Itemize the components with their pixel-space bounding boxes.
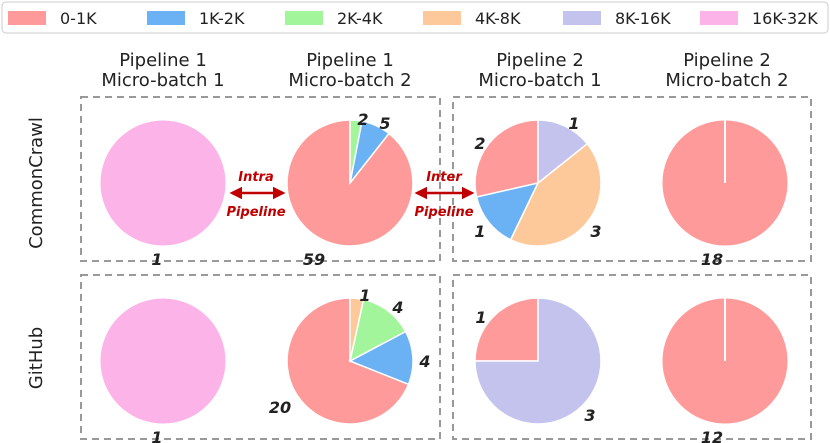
column-header-line1: Pipeline 2 bbox=[496, 50, 584, 71]
pie-slice-label: 20 bbox=[269, 398, 291, 417]
row-label: CommonCrawl bbox=[26, 117, 47, 249]
pie-slice bbox=[474, 119, 539, 198]
pie-slice bbox=[349, 297, 365, 362]
group-box bbox=[80, 274, 441, 440]
pie-slice-label: 2 bbox=[357, 110, 368, 129]
pie-slice-label: 1 bbox=[568, 114, 579, 133]
pie-slice bbox=[474, 297, 539, 362]
legend-label: 4K-8K bbox=[475, 9, 521, 28]
pie-commoncrawl-1: 1 bbox=[99, 119, 227, 269]
legend-swatch bbox=[700, 11, 738, 25]
legend-label: 0-1K bbox=[60, 9, 97, 28]
pie-slice bbox=[99, 119, 227, 247]
legend-frame bbox=[1, 1, 829, 34]
pie-slice bbox=[475, 181, 540, 241]
pie-slice bbox=[349, 119, 363, 184]
legend-swatch bbox=[8, 11, 46, 25]
group-box bbox=[452, 274, 812, 440]
legend-swatch bbox=[147, 11, 185, 25]
pie-slice-label: 3 bbox=[584, 406, 595, 425]
legend-swatch bbox=[423, 11, 461, 25]
pipeline-arrows: Intra Pipeline Inter Pipeline bbox=[226, 170, 475, 220]
pie-commoncrawl-2: 59 52 bbox=[286, 110, 414, 269]
legend-swatch bbox=[563, 11, 601, 25]
pie-slice-label: 2 bbox=[474, 134, 485, 153]
pie-slice-label: 4 bbox=[418, 352, 430, 371]
pie-slice bbox=[348, 298, 407, 363]
legend-label: 16K-32K bbox=[752, 9, 818, 28]
pie-commoncrawl-3: 2 1 3 1 bbox=[474, 114, 602, 247]
pie-slice-label: 4 bbox=[391, 298, 403, 317]
pie-slice-label: 59 bbox=[303, 250, 325, 269]
pie-slice-label: 5 bbox=[379, 114, 390, 133]
group-boxes bbox=[80, 96, 812, 440]
legend: 0-1K 1K-2K 2K-4K 4K-8K 8K-16K 16K-32K bbox=[1, 1, 829, 34]
legend-label: 2K-4K bbox=[337, 9, 383, 28]
pie-github-1: 1 bbox=[99, 297, 227, 443]
column-header-line1: Pipeline 2 bbox=[683, 50, 771, 71]
pie-slice-label: 1 bbox=[151, 250, 162, 269]
legend-label: 1K-2K bbox=[199, 9, 245, 28]
pie-slice bbox=[474, 297, 602, 425]
row-labels: CommonCrawl GitHub bbox=[26, 117, 47, 389]
pie-github-3: 13 bbox=[474, 297, 602, 425]
row-label: GitHub bbox=[26, 327, 47, 389]
column-header-line1: Pipeline 1 bbox=[306, 50, 394, 71]
pie-slice-label: 1 bbox=[474, 222, 485, 241]
intra-arrow-label-line1: Intra bbox=[238, 170, 274, 185]
column-header-line2: Micro-batch 2 bbox=[665, 70, 788, 91]
column-header-line1: Pipeline 1 bbox=[119, 50, 207, 71]
pie-slice bbox=[99, 297, 227, 425]
pie-slice bbox=[286, 297, 410, 425]
legend-swatch bbox=[285, 11, 323, 25]
pie-slice bbox=[537, 119, 589, 185]
inter-arrow-label-line2: Pipeline bbox=[414, 205, 473, 220]
pie-slice bbox=[509, 142, 602, 247]
pie-slice-label: 18 bbox=[701, 250, 723, 269]
column-header-line2: Micro-batch 2 bbox=[288, 70, 411, 91]
pie-slice-label: 1 bbox=[475, 308, 486, 327]
pie-slice bbox=[348, 330, 414, 386]
column-header-line2: Micro-batch 1 bbox=[478, 70, 601, 91]
group-box bbox=[80, 96, 441, 262]
pie-github-4: 12 bbox=[661, 297, 789, 443]
pie-github-2: 20 4 4 1 bbox=[269, 286, 431, 425]
intra-arrow-label-line2: Pipeline bbox=[226, 205, 285, 220]
group-box bbox=[452, 96, 812, 262]
pie-slice-label: 1 bbox=[151, 428, 162, 443]
pie-commoncrawl-4: 18 bbox=[661, 119, 789, 269]
pie-slice-label: 3 bbox=[590, 222, 601, 241]
pie-slice-label: 1 bbox=[359, 286, 370, 305]
inter-arrow-label-line1: Inter bbox=[426, 170, 463, 185]
column-header-line2: Micro-batch 1 bbox=[101, 70, 224, 91]
legend-label: 8K-16K bbox=[615, 9, 671, 28]
pie-slice-label: 12 bbox=[701, 428, 723, 443]
